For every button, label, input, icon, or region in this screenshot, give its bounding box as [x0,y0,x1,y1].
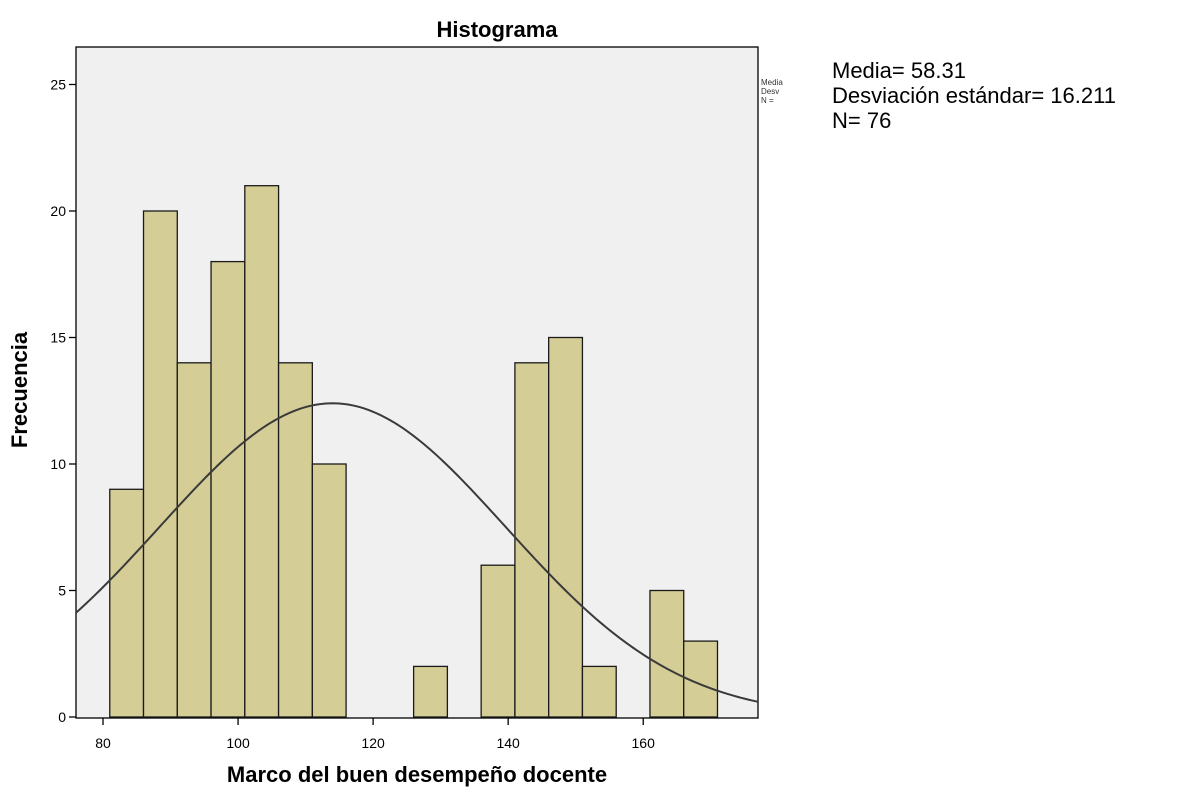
y-tick-label-3: 15 [50,330,66,346]
y-tick-label-2: 10 [50,456,66,472]
stats-box: Media= 58.31 Desviación estándar= 16.211… [832,58,1116,133]
histogram-bar-12 [514,362,550,718]
y-tick-label-5: 25 [50,77,66,93]
mini-legend-line-2: Desv [761,87,780,96]
y-tick-label-4: 20 [50,203,66,219]
x-tick-label-3: 140 [496,735,520,751]
histogram-bar-2 [176,362,212,718]
y-tick-label-0: 0 [58,709,66,725]
histogram-bar-6 [311,463,347,718]
normal-curve [75,402,759,703]
stat-n: N= 76 [832,108,892,133]
stat-media: Media= 58.31 [832,58,966,83]
x-tick-label-4: 160 [632,735,656,751]
y-tick-label-1: 5 [58,583,66,599]
histogram-bar-5 [277,362,313,718]
mini-legend-line-1: Media [761,78,783,87]
histogram-bar-16 [649,589,685,718]
histogram-bar-1 [142,210,178,718]
chart-title: Histograma [436,17,558,42]
mini-legend: Media Desv N = [761,78,789,105]
x-tick-label-2: 120 [361,735,385,751]
x-axis: 80 100 120 140 160 [95,718,655,751]
x-tick-label-0: 80 [95,735,111,751]
mini-legend-line-3: N = [761,96,774,105]
bars-group [109,185,719,718]
x-axis-label: Marco del buen desempeño docente [227,762,607,787]
stat-desviacion: Desviación estándar= 16.211 [832,83,1116,108]
histogram-bar-0 [109,488,145,718]
y-axis-label: Frecuencia [7,331,32,448]
histogram-bar-3 [210,260,246,718]
histogram-bar-11 [480,564,516,718]
histogram-bar-14 [581,665,617,718]
histogram-bar-4 [244,185,280,718]
y-axis: 0 5 10 15 20 25 [50,77,76,725]
histogram-bar-9 [412,665,449,718]
x-tick-label-1: 100 [226,735,250,751]
histogram-bar-13 [548,336,584,718]
